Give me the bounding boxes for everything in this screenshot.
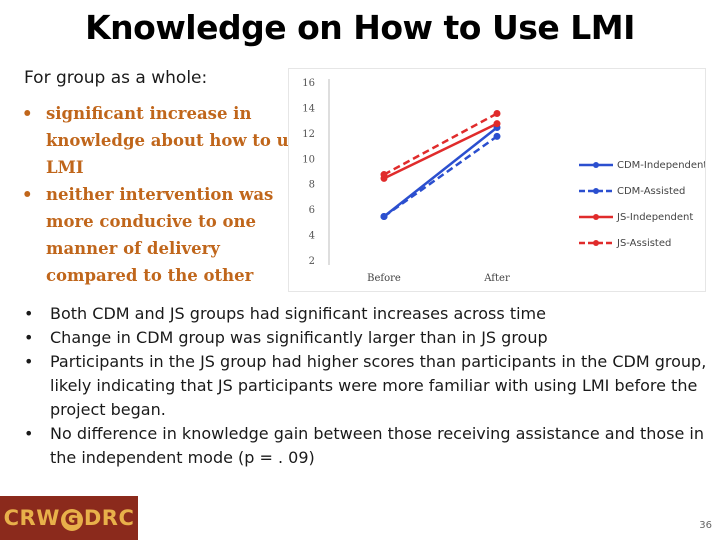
legend-label: CDM-Independent: [617, 160, 705, 171]
series-line: [383, 135, 498, 218]
page-number: 36: [699, 520, 712, 531]
slide-title: Knowledge on How to Use LMI: [85, 8, 635, 47]
finding-item: neither intervention was more conducive …: [22, 181, 312, 289]
knowledge-line-chart: 2 4 6 8 10 12 14 16 Before After CDM-Independent CD…: [302, 78, 707, 284]
finding-item: significant increase in knowledge about …: [22, 100, 312, 181]
crwgdrc-logo: CRW G DRC: [0, 496, 138, 540]
summary-bullet: Both CDM and JS groups had significant i…: [24, 302, 714, 326]
data-point: [493, 120, 501, 128]
findings-list: significant increase in knowledge about …: [22, 100, 312, 289]
logo-g-icon: G: [60, 508, 83, 531]
y-tick-label: 12: [302, 129, 315, 140]
y-tick-label: 10: [302, 154, 315, 165]
y-tick-label: 4: [309, 231, 315, 242]
y-tick-label: 14: [302, 103, 315, 114]
summary-bullet: No difference in knowledge gain between …: [24, 422, 714, 470]
data-point: [493, 110, 501, 118]
data-point: [380, 171, 388, 179]
legend-marker: [593, 214, 599, 220]
legend-label: CDM-Assisted: [617, 186, 685, 197]
y-tick-label: 2: [309, 256, 315, 267]
series-line: [383, 112, 498, 176]
series-line: [383, 122, 498, 180]
summary-bullet: Change in CDM group was significantly la…: [24, 326, 714, 350]
x-tick-label: After: [483, 273, 510, 284]
logo-text-part2: DRC: [83, 505, 135, 530]
legend-marker: [593, 162, 599, 168]
summary-bullet: Participants in the JS group had higher …: [24, 350, 714, 422]
y-tick-label: 16: [302, 78, 315, 89]
data-point: [380, 213, 388, 220]
legend-label: JS-Assisted: [616, 238, 671, 249]
legend-marker: [593, 188, 599, 194]
legend-label: JS-Independent: [616, 212, 693, 223]
x-tick-label: Before: [367, 273, 401, 284]
logo-text-part1: CRW: [3, 505, 60, 530]
knowledge-chart: 2 4 6 8 10 12 14 16 Before After CDM-Independent CD…: [288, 68, 707, 292]
logo-text: CRW G DRC: [4, 506, 135, 531]
y-tick-label: 8: [309, 180, 315, 191]
intro-label: For group as a whole:: [24, 68, 208, 88]
y-tick-label: 6: [309, 205, 315, 216]
data-point: [493, 132, 501, 140]
legend-marker: [593, 240, 599, 246]
summary-bullets: Both CDM and JS groups had significant i…: [24, 302, 714, 470]
series-line: [383, 126, 498, 218]
